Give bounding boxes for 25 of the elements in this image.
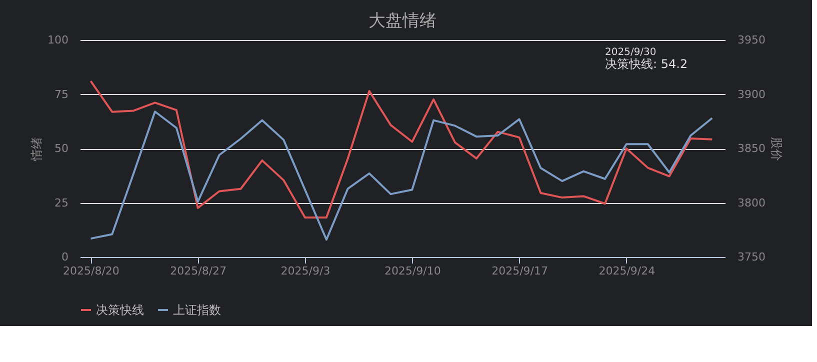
y2-axis-title: 股价	[769, 137, 784, 161]
x-tick-label: 2025/9/17	[492, 264, 548, 278]
x-tick-label: 2025/9/3	[280, 264, 330, 278]
annotation: 决策快线: 54.2	[605, 57, 688, 71]
x-tick-label: 2025/9/10	[384, 264, 441, 278]
legend-label: 决策快线	[96, 303, 144, 317]
y2-tick-label: 3850	[738, 142, 766, 155]
y-tick-label: 0	[62, 250, 68, 264]
line-series	[90, 80, 714, 219]
y-tick-label: 75	[54, 88, 68, 101]
y2-tick-label: 3900	[738, 88, 766, 101]
y2-tick-label: 3750	[738, 250, 766, 264]
y-axis-title: 情绪	[30, 137, 44, 162]
legend-label: 上证指数	[173, 303, 221, 317]
y-tick-label: 100	[48, 34, 68, 46]
chart-title: 大盘情绪	[368, 11, 436, 31]
line-series	[90, 110, 714, 241]
annotation: 2025/9/30	[605, 47, 656, 58]
x-tick-label: 2025/8/27	[170, 264, 227, 278]
x-tick-label: 2025/8/20	[63, 264, 120, 278]
y2-tick-label: 3800	[738, 196, 766, 210]
x-tick-label: 2025/9/24	[598, 264, 656, 278]
y-tick-label: 25	[54, 196, 68, 210]
y-tick-label: 50	[54, 142, 68, 155]
y2-tick-label: 3950	[738, 34, 766, 46]
